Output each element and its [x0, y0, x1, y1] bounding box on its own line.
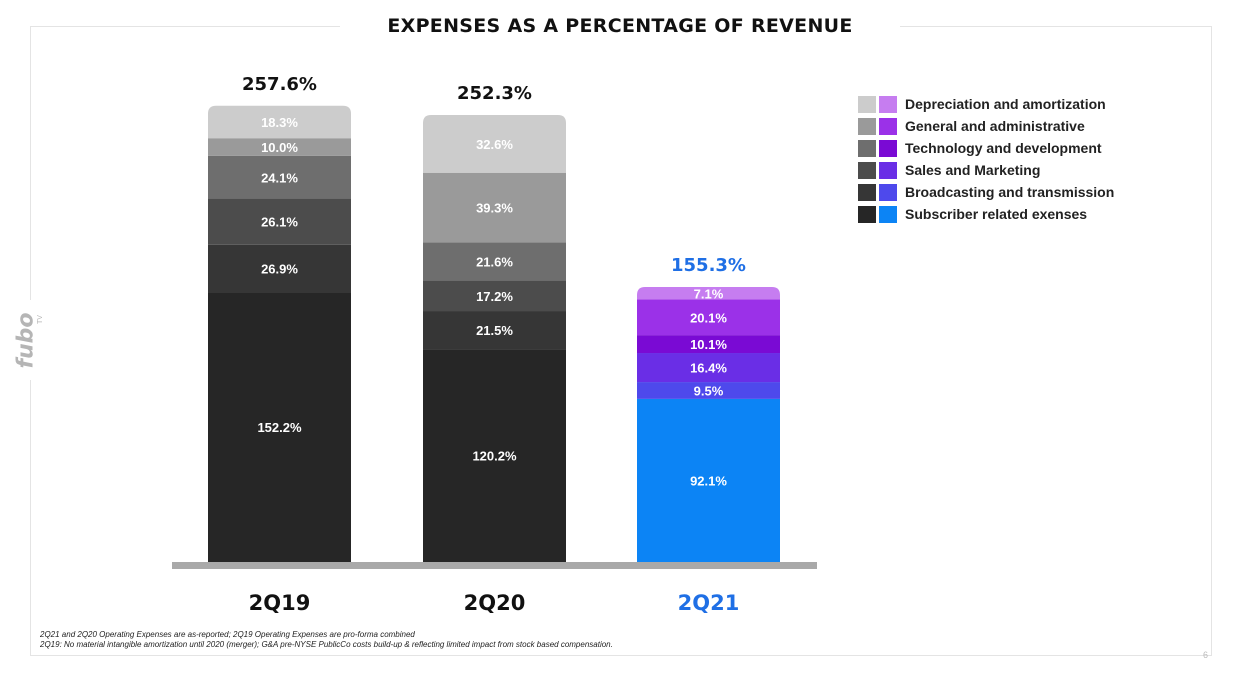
bar-segment: [423, 311, 566, 350]
bar-segment: [637, 398, 780, 562]
logo-container: fubo TV: [12, 300, 52, 380]
bar-segment: [208, 138, 351, 156]
data-label: 32.6%: [476, 137, 513, 152]
data-label: 92.1%: [690, 473, 727, 488]
legend-swatch-color: [879, 95, 897, 113]
bar-segment: [637, 299, 780, 336]
legend-swatch-color: [879, 161, 897, 179]
legend-label: Broadcasting and transmission: [905, 184, 1115, 200]
bar-segment: [637, 353, 780, 383]
x-tick-label: 2Q19: [249, 591, 311, 615]
data-label: 120.2%: [472, 449, 517, 464]
chart-title: EXPENSES AS A PERCENTAGE OF REVENUE: [387, 15, 853, 37]
legend-item: Broadcasting and transmission: [858, 181, 1138, 203]
x-tick-label: 2Q21: [678, 591, 740, 615]
legend-swatch-grey: [858, 139, 876, 157]
bar-segment: [637, 335, 780, 354]
legend-swatch-color: [879, 205, 897, 223]
total-label: 257.6%: [242, 74, 317, 95]
total-label: 252.3%: [457, 83, 532, 104]
title-container: EXPENSES AS A PERCENTAGE OF REVENUE: [340, 10, 900, 42]
bar-segment: [637, 286, 780, 300]
legend-item: Technology and development: [858, 137, 1138, 159]
data-label: 26.1%: [261, 215, 298, 230]
data-label: 9.5%: [694, 383, 724, 398]
bar-segment: [423, 349, 566, 562]
data-label: 16.4%: [690, 361, 727, 376]
bar-segment: [208, 244, 351, 293]
data-label: 24.1%: [261, 170, 298, 185]
legend-item: Subscriber related exenses: [858, 203, 1138, 225]
bar-segment: [208, 198, 351, 245]
page-number: 6: [1203, 650, 1209, 660]
data-label: 39.3%: [476, 201, 513, 216]
footnotes: 2Q21 and 2Q20 Operating Expenses are as-…: [40, 630, 617, 650]
legend: Depreciation and amortization General an…: [858, 93, 1138, 225]
total-label: 155.3%: [671, 255, 746, 276]
data-label: 152.2%: [257, 420, 302, 435]
data-label: 21.5%: [476, 323, 513, 338]
legend-label: Subscriber related exenses: [905, 206, 1088, 222]
legend-label: Sales and Marketing: [905, 162, 1041, 178]
data-label: 10.1%: [690, 337, 727, 352]
data-label: 21.6%: [476, 254, 513, 269]
legend-swatch-grey: [858, 117, 876, 135]
data-label: 17.2%: [476, 289, 513, 304]
bar-segment: [423, 172, 566, 243]
bar-segment: [208, 105, 351, 139]
bar-segment: [208, 292, 351, 562]
legend-swatch-color: [879, 117, 897, 135]
bar-segment: [208, 155, 351, 199]
legend-item: General and administrative: [858, 115, 1138, 137]
footnote: 2Q21 and 2Q20 Operating Expenses are as-…: [40, 630, 415, 639]
data-label: 7.1%: [694, 286, 724, 301]
bar-segment: [423, 242, 566, 281]
data-label: 18.3%: [261, 115, 298, 130]
bar-segment: [423, 280, 566, 312]
x-tick-label: 2Q20: [464, 591, 526, 615]
bar-segment: [637, 382, 780, 399]
legend-swatch-grey: [858, 161, 876, 179]
data-label: 10.0%: [261, 140, 298, 155]
legend-label: Depreciation and amortization: [905, 96, 1106, 112]
legend-swatch-grey: [858, 95, 876, 113]
legend-item: Depreciation and amortization: [858, 93, 1138, 115]
bar-segment: [423, 114, 566, 173]
legend-swatch-grey: [858, 205, 876, 223]
legend-label: Technology and development: [905, 140, 1102, 156]
legend-label: General and administrative: [905, 118, 1085, 134]
legend-swatch-color: [879, 183, 897, 201]
legend-swatch-grey: [858, 183, 876, 201]
data-label: 26.9%: [261, 262, 298, 277]
baseline: [172, 562, 817, 569]
footnote: 2Q19: No material intangible amortizatio…: [40, 640, 613, 649]
legend-swatch-color: [879, 139, 897, 157]
legend-item: Sales and Marketing: [858, 159, 1138, 181]
data-label: 20.1%: [690, 310, 727, 325]
